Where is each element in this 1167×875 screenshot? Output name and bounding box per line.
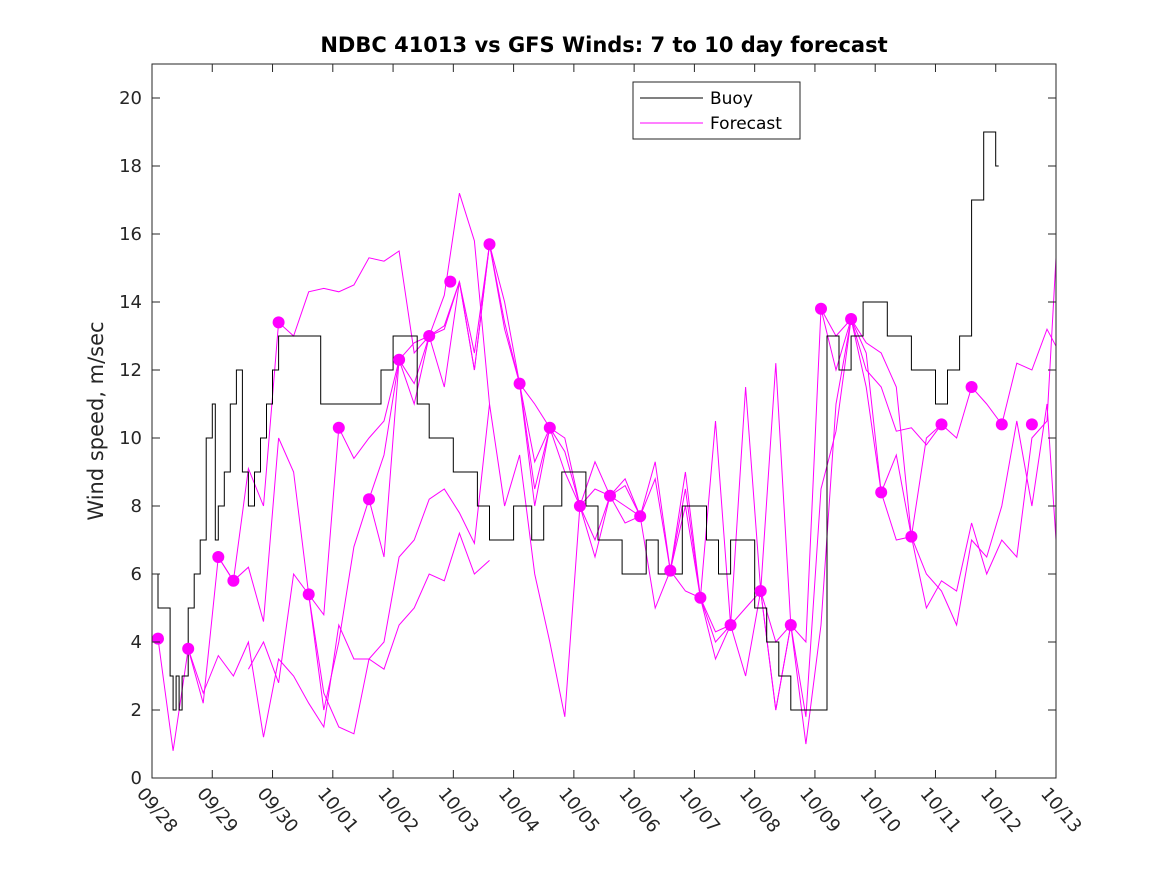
forecast-point	[724, 619, 737, 631]
forecast-point	[513, 377, 526, 390]
buoy-line	[152, 131, 999, 711]
forecast-point	[332, 421, 345, 434]
forecast-point	[152, 632, 164, 645]
series-layer	[152, 131, 1056, 751]
y-tick-label: 4	[131, 632, 142, 653]
forecast-point	[664, 564, 677, 577]
forecast-line-4	[308, 403, 731, 735]
forecast-point	[905, 530, 918, 543]
forecast-point	[815, 302, 827, 315]
y-tick-label: 2	[131, 700, 142, 721]
forecast-point	[363, 493, 375, 506]
y-tick-label: 8	[131, 496, 142, 517]
forecast-line-3	[247, 244, 641, 711]
forecast-point	[302, 588, 315, 601]
y-tick-label: 10	[119, 428, 142, 449]
y-tick-label: 14	[119, 292, 142, 313]
y-tick-label: 18	[119, 156, 142, 177]
forecast-point	[875, 486, 888, 499]
forecast-line-1	[157, 193, 490, 751]
plot-area	[152, 64, 1056, 778]
y-tick-label: 20	[119, 88, 142, 109]
forecast-point	[604, 489, 616, 502]
forecast-point	[212, 551, 225, 563]
forecast-point	[995, 418, 1008, 431]
forecast-point	[573, 500, 586, 512]
legend: Buoy Forecast	[632, 81, 801, 140]
y-tick-label: 12	[119, 360, 142, 381]
y-tick-label: 6	[131, 564, 142, 585]
plot-frame	[151, 63, 1057, 779]
forecast-point	[423, 330, 436, 342]
forecast-point	[483, 238, 496, 251]
forecast-line-2	[217, 244, 551, 622]
forecast-point	[935, 418, 948, 431]
forecast-point	[754, 585, 767, 597]
forecast-point	[845, 313, 858, 325]
forecast-line-8	[669, 257, 1056, 717]
forecast-point	[393, 353, 406, 366]
forecast-point	[694, 591, 707, 604]
legend-box	[632, 81, 801, 140]
forecast-point	[1025, 418, 1038, 431]
legend-forecast-label: Forecast	[710, 114, 782, 134]
forecast-point	[227, 574, 240, 587]
y-tick-label: 16	[119, 224, 142, 245]
forecast-point	[634, 510, 647, 523]
y-tick-label: 0	[131, 768, 142, 789]
forecast-point	[784, 619, 797, 631]
chart-title: NDBC 41013 vs GFS Winds: 7 to 10 day for…	[320, 33, 887, 57]
y-axis-label: Wind speed, m/sec	[84, 321, 108, 520]
forecast-line-5	[187, 531, 490, 738]
forecast-point	[272, 316, 285, 329]
forecast-point	[965, 381, 978, 393]
forecast-point	[182, 642, 195, 655]
forecast-point	[543, 421, 556, 434]
forecast-point	[444, 275, 457, 288]
legend-buoy-label: Buoy	[710, 89, 753, 109]
